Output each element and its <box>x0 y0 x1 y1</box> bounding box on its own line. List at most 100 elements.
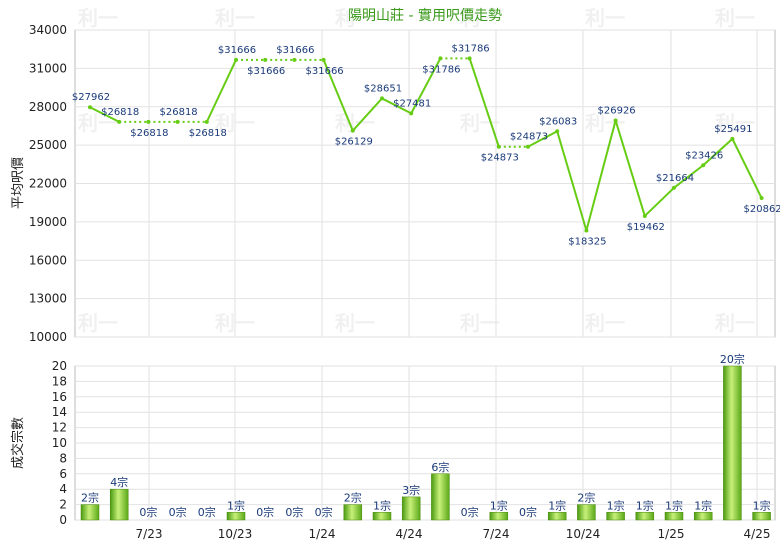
price-line-segment <box>644 187 675 217</box>
count-bar <box>401 496 421 521</box>
x-ticks: 7/23 10/23 1/24 4/24 7/24 10/24 1/25 4/25 <box>136 527 771 541</box>
count-bar <box>372 512 392 521</box>
count-bar-label: 0宗 <box>461 505 479 519</box>
count-bar <box>343 504 363 521</box>
count-bar-label: 1宗 <box>753 498 771 512</box>
price-data-label: $26129 <box>335 137 373 148</box>
price-data-label: $21664 <box>656 173 694 184</box>
price-point <box>88 105 92 110</box>
count-y-tick-label: 10 <box>52 436 67 450</box>
price-point <box>234 57 238 62</box>
price-point <box>526 144 530 149</box>
count-bar-label: 20宗 <box>720 352 745 366</box>
price-point <box>759 196 764 201</box>
watermark-text: 利一 <box>460 6 500 30</box>
price-y-tick-label: 28000 <box>29 100 67 114</box>
price-data-label: $26818 <box>189 128 227 139</box>
price-line-segment <box>381 97 412 115</box>
price-data-label: $31666 <box>306 66 344 77</box>
count-bar-label: 2宗 <box>577 491 595 505</box>
count-bar-label: 4宗 <box>110 475 128 489</box>
price-y-axis-label: 平均呎價 <box>11 157 26 209</box>
price-data-label: $23426 <box>685 150 723 161</box>
x-tick-label: 7/24 <box>483 527 510 541</box>
count-bar <box>664 512 684 521</box>
count-bar <box>431 473 450 521</box>
count-bar-label: 1宗 <box>227 498 245 512</box>
count-bar-label: 3宗 <box>402 483 420 497</box>
price-point <box>263 57 268 62</box>
price-point <box>146 119 151 124</box>
price-y-tick-label: 22000 <box>29 177 67 191</box>
watermark-text: 利一 <box>715 111 755 135</box>
count-bar-label: 0宗 <box>256 505 274 519</box>
price-line-segment <box>556 130 588 231</box>
price-line-segment <box>89 106 120 123</box>
price-data-label: $28651 <box>364 83 402 94</box>
count-bar-label: 1宗 <box>548 498 566 512</box>
count-y-tick-label: 18 <box>52 374 67 388</box>
count-bar-label: 1宗 <box>665 498 683 512</box>
count-bar <box>547 512 567 521</box>
count-y-tick-label: 20 <box>52 359 67 373</box>
count-y-tick-label: 2 <box>59 498 67 512</box>
watermark-text: 利一 <box>715 311 755 335</box>
price-data-label: $31666 <box>218 45 256 56</box>
watermark-text: 利一 <box>78 311 118 335</box>
count-y-tick-label: 6 <box>59 467 67 481</box>
price-point <box>292 57 297 62</box>
price-point <box>584 228 589 233</box>
price-point <box>438 56 443 61</box>
x-tick-label: 1/24 <box>309 527 336 541</box>
price-y-tick-label: 25000 <box>29 138 67 152</box>
count-bar-label: 2宗 <box>81 491 99 505</box>
count-y-tick-label: 12 <box>52 421 67 435</box>
price-point <box>555 129 560 134</box>
count-bar <box>80 504 100 521</box>
x-tick-label: 10/24 <box>566 527 601 541</box>
x-tick-label: 4/25 <box>744 527 771 541</box>
price-y-tick-label: 13000 <box>29 292 67 306</box>
price-point <box>204 119 209 124</box>
price-line-segment <box>468 58 500 148</box>
price-data-label: $26083 <box>539 116 577 127</box>
price-data-label: $31786 <box>422 64 460 75</box>
count-bar-label: 1宗 <box>490 498 508 512</box>
count-bar <box>635 512 655 521</box>
price-data-label: $31666 <box>247 66 285 77</box>
watermark-text: 利一 <box>78 6 118 30</box>
price-line-segment <box>673 164 704 189</box>
price-point <box>175 119 180 124</box>
price-data-label: $27481 <box>393 98 431 109</box>
count-bar <box>723 365 742 521</box>
count-bar-label: 6宗 <box>431 460 449 474</box>
count-bar <box>226 512 246 521</box>
count-bar <box>693 512 713 521</box>
x-tick-label: 4/24 <box>396 527 423 541</box>
count-bar-label: 0宗 <box>198 505 216 519</box>
price-data-label: $26818 <box>101 107 139 118</box>
price-line-segment <box>702 138 734 167</box>
price-data-label: $19462 <box>627 222 665 233</box>
count-bars: 2宗 4宗 0宗 0宗 0宗 1宗 0宗 0宗 0宗 2宗 1宗 3宗 6宗 0宗 1宗 0宗 1宗 2宗 1宗 1宗… <box>80 352 771 521</box>
watermark-text: 利一 <box>585 6 625 30</box>
count-y-tick-label: 16 <box>52 390 67 404</box>
watermark-text: 利一 <box>715 6 755 30</box>
price-point <box>117 119 122 124</box>
price-line-segment <box>614 120 646 217</box>
watermark-text: 利一 <box>335 111 375 135</box>
x-tick-label: 10/23 <box>218 527 253 541</box>
count-bar-label: 1宗 <box>607 498 625 512</box>
price-data-label: $26926 <box>598 105 636 116</box>
price-y-tick-label: 10000 <box>29 330 67 344</box>
price-y-tick-label: 19000 <box>29 215 67 229</box>
price-point <box>467 56 472 61</box>
price-line-segment <box>205 59 237 123</box>
x-tick-label: 1/25 <box>658 527 685 541</box>
price-point <box>672 185 676 190</box>
grid-lines <box>75 29 775 521</box>
count-bar <box>606 512 625 521</box>
chart-title: 陽明山莊 - 實用呎價走勢 <box>348 7 502 24</box>
